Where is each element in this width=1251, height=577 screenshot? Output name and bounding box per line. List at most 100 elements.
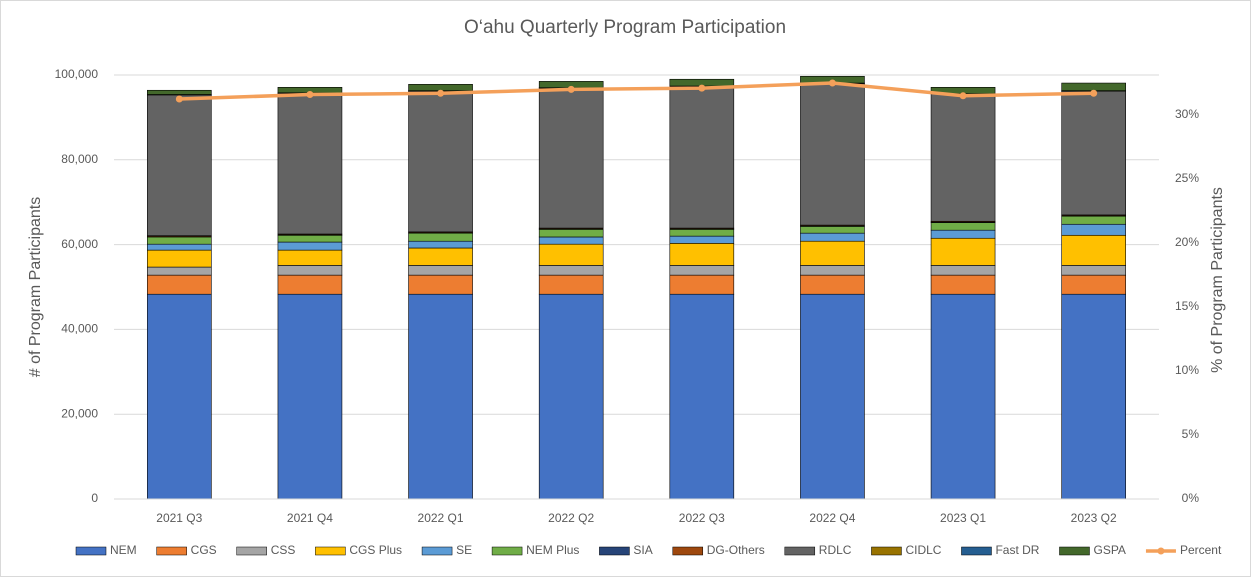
bar-segment bbox=[408, 90, 473, 233]
bar-segment bbox=[800, 265, 865, 276]
bar-segment bbox=[800, 232, 865, 242]
bar-segment bbox=[408, 84, 473, 91]
y2-tick-label: 15% bbox=[1175, 299, 1199, 313]
bar-segment bbox=[147, 89, 212, 95]
bar-segment bbox=[277, 92, 343, 235]
bar-segment bbox=[800, 240, 865, 266]
bar-segment bbox=[800, 293, 865, 500]
line-marker bbox=[306, 91, 314, 99]
bar-segment bbox=[538, 87, 604, 229]
bar-segment bbox=[1061, 215, 1126, 225]
x-tick-label: 2022 Q1 bbox=[418, 511, 464, 525]
y2-axis-title: % of Program Participants bbox=[1209, 187, 1226, 373]
legend-label: SE bbox=[456, 543, 472, 557]
y-axis-title: # of Program Participants bbox=[27, 197, 44, 378]
bar-segment bbox=[147, 94, 212, 236]
line-marker bbox=[698, 84, 706, 92]
bar-segment bbox=[408, 274, 473, 295]
legend-label: CGS Plus bbox=[349, 543, 402, 557]
legend-swatch bbox=[75, 546, 107, 556]
bar-segment bbox=[277, 274, 343, 295]
y2-tick-label: 5% bbox=[1182, 427, 1200, 441]
bar-segment bbox=[277, 241, 343, 251]
legend-swatch bbox=[236, 546, 267, 556]
bar-segment bbox=[669, 86, 735, 229]
x-tick-label: 2021 Q3 bbox=[156, 511, 202, 525]
bar-segment bbox=[1061, 90, 1126, 216]
bar-segment bbox=[538, 265, 604, 276]
bar-segment bbox=[147, 293, 212, 500]
bar-segment bbox=[147, 236, 212, 245]
x-tick-label: 2022 Q3 bbox=[679, 511, 725, 525]
legend-swatch bbox=[491, 546, 523, 556]
bar-segment bbox=[277, 234, 343, 243]
legend-swatch bbox=[599, 546, 630, 556]
legend-label: RDLC bbox=[819, 543, 852, 557]
bar-segment bbox=[669, 265, 735, 276]
bar-segment bbox=[538, 274, 604, 295]
legend-label: CSS bbox=[271, 543, 296, 557]
bar-segment bbox=[669, 243, 735, 266]
y-tick-label: 60,000 bbox=[61, 237, 98, 251]
x-tick-label: 2022 Q2 bbox=[548, 511, 594, 525]
bar-segment bbox=[669, 229, 735, 237]
bar-segment bbox=[147, 274, 212, 295]
bar-segment bbox=[147, 249, 212, 268]
y-tick-label: 80,000 bbox=[61, 152, 98, 166]
bar-segment bbox=[538, 229, 604, 238]
x-tick-label: 2022 Q4 bbox=[809, 511, 855, 525]
bar-segment bbox=[930, 229, 996, 239]
y2-tick-label: 10% bbox=[1175, 363, 1199, 377]
bar-segment bbox=[930, 222, 996, 231]
y-tick-label: 0 bbox=[91, 491, 98, 505]
legend-label: Percent bbox=[1180, 543, 1222, 557]
line-marker bbox=[437, 89, 445, 97]
bar-segment bbox=[1061, 82, 1126, 91]
legend-swatch bbox=[315, 546, 346, 556]
bar-segment bbox=[408, 265, 473, 276]
bar-segment bbox=[277, 293, 343, 500]
bar-segment bbox=[1061, 223, 1126, 236]
x-tick-label: 2023 Q1 bbox=[940, 511, 986, 525]
line-marker bbox=[828, 79, 836, 87]
legend-label: GSPA bbox=[1093, 543, 1125, 557]
y-tick-label: 40,000 bbox=[61, 322, 98, 336]
chart-title: O‘ahu Quarterly Program Participation bbox=[464, 17, 786, 38]
bar-segment bbox=[669, 235, 735, 244]
bar-segment bbox=[147, 243, 212, 251]
bar-segment bbox=[408, 240, 473, 249]
x-tick-label: 2023 Q2 bbox=[1071, 511, 1117, 525]
bar-segment bbox=[408, 232, 473, 242]
y-tick-label: 100,000 bbox=[55, 67, 99, 81]
legend-swatch bbox=[421, 546, 453, 556]
bar-segment bbox=[1061, 234, 1126, 266]
bar-segment bbox=[277, 265, 343, 276]
bar-segment bbox=[1061, 274, 1126, 295]
bar-segment bbox=[1061, 265, 1126, 276]
bar-segment bbox=[538, 236, 604, 245]
y-tick-label: 20,000 bbox=[61, 406, 98, 420]
legend-swatch bbox=[871, 546, 902, 556]
y2-tick-label: 30% bbox=[1175, 107, 1199, 121]
legend-label: NEM Plus bbox=[526, 543, 579, 557]
legend-swatch bbox=[672, 546, 704, 556]
bar-segment bbox=[538, 243, 604, 266]
line-marker bbox=[567, 85, 575, 93]
y2-tick-label: 0% bbox=[1182, 491, 1200, 505]
legend-label: CGS bbox=[191, 543, 217, 557]
line-marker bbox=[175, 95, 183, 103]
bar-segment bbox=[669, 293, 735, 500]
bar-segment bbox=[147, 266, 212, 276]
bar-segment bbox=[538, 293, 604, 500]
x-tick-label: 2021 Q4 bbox=[287, 511, 333, 525]
bar-segment bbox=[930, 265, 996, 276]
bar-segment bbox=[800, 226, 865, 234]
legend-label: SIA bbox=[633, 543, 652, 557]
bar-segment bbox=[930, 93, 996, 222]
bar-segment bbox=[408, 293, 473, 500]
legend-label: DG-Others bbox=[707, 543, 765, 557]
legend-swatch bbox=[961, 546, 992, 556]
legend-swatch bbox=[1059, 546, 1090, 556]
legend-swatch bbox=[784, 546, 816, 556]
